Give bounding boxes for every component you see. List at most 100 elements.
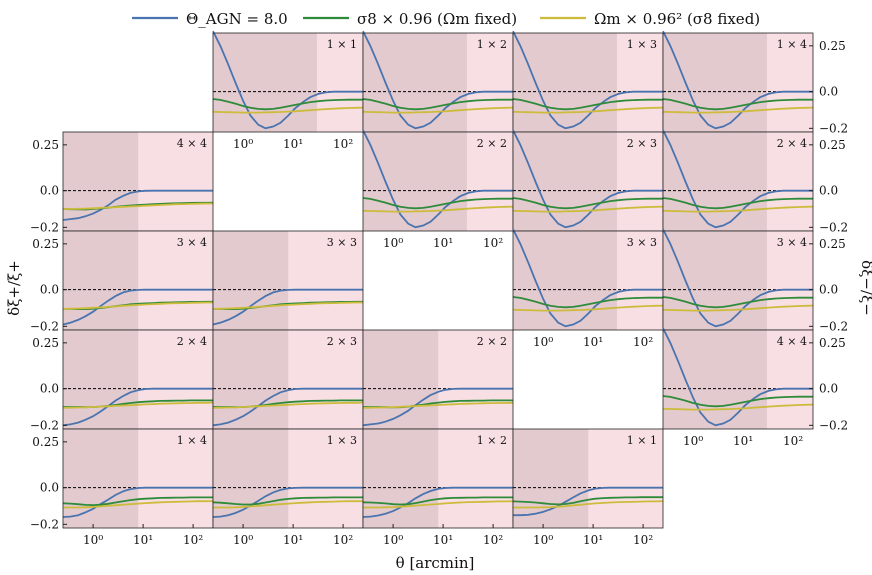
series-line-s8 [362,496,513,506]
panel-xi-plus: 4 × 4 −0.2 0.0 0.25 [30,131,214,234]
uncertainty-band [363,429,513,528]
series-line-agn [662,228,813,328]
series-line-om [212,106,364,114]
panel-xi-minus: 1 × 2 [362,30,514,133]
panel-label: 1 × 2 [477,434,507,447]
x-tick-label: 10¹ [283,137,303,151]
x-axis-label: θ [arcmin] [396,554,475,572]
y-tick-label: 0.0 [40,481,59,495]
series-line-agn [212,486,363,518]
uncertainty-band [363,330,513,429]
panel-xi-minus: 4 × 4 −0.2 0.0 0.25 [662,327,848,432]
series-line-om [662,403,814,411]
panel-grid: 4 × 4 −0.2 0.0 0.25 3 × 4 −0.2 0.0 0.25 3 × 3 2 ×… [30,30,848,547]
x-tick-label: 10² [333,137,353,151]
series-line-om [513,500,664,509]
x-tick-label: 10² [333,533,353,547]
x-tick-label: 10² [633,335,653,349]
panel-label: 2 × 3 [327,335,357,348]
series-line-om [363,500,514,509]
panel-label: 2 × 2 [477,335,507,348]
series-line-om [63,202,213,210]
panel-label: 1 × 2 [477,38,507,51]
legend-label-s8: σ8 × 0.96 (Ωm fixed) [357,10,517,28]
x-tick-label: 10⁰ [533,533,553,547]
series-line-s8 [212,98,363,111]
panel-xi-plus: 3 × 4 −0.2 0.0 0.25 [30,230,214,333]
y-axis-label-left: δξ+/ξ+ [5,260,23,316]
series-line-om [362,401,514,409]
legend: Θ_AGN = 8.0 σ8 × 0.96 (Ωm fixed) Ωm × 0.… [132,10,760,28]
x-tick-label: 10¹ [733,434,753,448]
x-tick-label: 10⁰ [83,533,103,547]
series-line-agn [62,288,213,326]
series-line-om [212,301,363,310]
series-line-agn [512,228,663,328]
series-line-s8 [512,197,663,210]
y-tick-label: −0.2 [819,418,848,432]
x-tick-label: 10⁰ [383,236,403,250]
series-line-om [62,301,213,310]
series-line-om [362,205,514,213]
panel-label: 1 × 4 [777,38,807,51]
panel-xi-plus: 2 × 4 −0.2 0.0 0.25 [30,329,214,432]
y-tick-label: −0.2 [819,319,848,333]
panel-xi-minus: 2 × 3 [512,129,664,232]
y-tick-label: 0.0 [40,382,59,396]
series-line-s8 [212,496,363,506]
x-tick-label: 10⁰ [233,533,253,547]
x-tick-label: 10² [483,236,503,250]
series-line-om [213,500,363,509]
series-line-agn [513,486,663,517]
panel-xi-minus: 3 × 3 [512,228,664,331]
panel-xi-plus: 2 × 2 [362,329,514,430]
x-tick-label: 10¹ [433,533,453,547]
legend-label-agn: Θ_AGN = 8.0 [186,10,288,28]
uncertainty-band [63,330,213,429]
x-tick-label: 10² [783,434,803,448]
series-line-s8 [362,197,513,210]
x-tick-label: 10¹ [283,533,303,547]
panel-xi-plus: 1 × 3 10⁰ 10¹ 10² [212,428,364,547]
panel-frame [512,428,664,529]
series-line-s8 [512,496,663,506]
series-line-agn [212,387,363,427]
panel-label: 2 × 2 [477,137,507,150]
x-tick-label: 10¹ [583,335,603,349]
series-line-s8 [662,296,813,309]
series-line-om [662,106,814,114]
y-tick-label: 0.0 [819,382,838,396]
x-tick-label: 10² [183,533,203,547]
series-line-om [512,106,664,114]
panel-label: 1 × 3 [327,434,357,447]
y-tick-label: 0.0 [819,85,838,99]
y-tick-label: −0.2 [819,220,848,234]
x-tick-label: 10¹ [433,236,453,250]
x-tick-label: 10² [633,533,653,547]
panel-xi-minus: 2 × 4 −0.2 0.0 0.25 [662,129,848,234]
y-tick-label: −0.2 [30,517,59,531]
y-tick-label: 0.25 [32,435,59,449]
series-line-s8 [662,98,813,111]
y-tick-label: 0.0 [819,184,838,198]
uncertainty-band [213,330,363,429]
series-line-agn [512,30,663,130]
y-tick-label: −0.2 [819,121,848,135]
series-line-s8 [512,98,663,111]
panel-label: 3 × 3 [627,236,657,249]
series-line-agn [212,30,363,130]
series-line-agn [362,486,513,518]
panel-xi-minus: 3 × 4 −0.2 0.0 0.25 [662,228,848,333]
series-line-agn [662,327,813,427]
x-tick-label: 10⁰ [683,434,703,448]
y-tick-label: 0.25 [32,336,59,350]
panel-xi-minus: 1 × 1 [212,30,364,133]
y-axis-label-right: δξ−/ξ− [858,260,872,316]
series-line-agn [62,486,213,518]
series-line-om [662,304,814,312]
panel-label: 4 × 4 [777,335,807,348]
x-tick-label: 10⁰ [233,137,253,151]
series-line-agn [62,387,213,427]
x-tick-label: 10² [483,533,503,547]
y-tick-label: 0.0 [819,283,838,297]
